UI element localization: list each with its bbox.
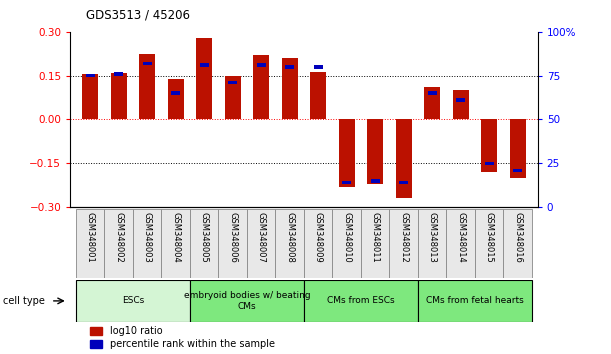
FancyBboxPatch shape — [161, 209, 190, 278]
Text: GSM348009: GSM348009 — [313, 212, 323, 263]
Text: GSM348006: GSM348006 — [229, 212, 237, 263]
Bar — [481, 120, 497, 172]
Bar — [229, 81, 237, 85]
Bar — [225, 76, 241, 120]
Bar — [400, 181, 408, 184]
Bar — [367, 120, 383, 184]
FancyBboxPatch shape — [276, 209, 304, 278]
Bar — [172, 91, 180, 95]
Bar — [371, 179, 379, 183]
Text: GSM348005: GSM348005 — [200, 212, 209, 263]
Text: GSM348004: GSM348004 — [171, 212, 180, 263]
FancyBboxPatch shape — [76, 280, 190, 322]
Bar — [396, 120, 412, 198]
Bar — [82, 74, 98, 120]
Text: GSM348008: GSM348008 — [285, 212, 295, 263]
Bar — [196, 38, 212, 120]
Bar — [285, 65, 294, 69]
Bar — [513, 169, 522, 172]
FancyBboxPatch shape — [76, 209, 104, 278]
Text: GSM348013: GSM348013 — [428, 212, 437, 263]
Bar — [485, 161, 494, 165]
FancyBboxPatch shape — [503, 209, 532, 278]
Bar — [114, 72, 123, 76]
Bar — [86, 74, 95, 78]
FancyBboxPatch shape — [361, 209, 389, 278]
Bar — [339, 120, 354, 187]
Text: GSM348015: GSM348015 — [485, 212, 494, 263]
FancyBboxPatch shape — [389, 209, 418, 278]
Bar — [143, 62, 152, 65]
Bar — [254, 55, 269, 120]
Text: GSM348010: GSM348010 — [342, 212, 351, 263]
FancyBboxPatch shape — [475, 209, 503, 278]
Text: GSM348007: GSM348007 — [257, 212, 266, 263]
Text: GSM348016: GSM348016 — [513, 212, 522, 263]
Bar — [257, 63, 266, 67]
FancyBboxPatch shape — [332, 209, 361, 278]
FancyBboxPatch shape — [190, 280, 304, 322]
FancyBboxPatch shape — [304, 209, 332, 278]
Text: CMs from fetal hearts: CMs from fetal hearts — [426, 296, 524, 306]
FancyBboxPatch shape — [418, 209, 447, 278]
Bar — [168, 79, 183, 120]
Bar — [314, 65, 323, 69]
Bar — [425, 87, 440, 120]
Text: GDS3513 / 45206: GDS3513 / 45206 — [86, 9, 189, 22]
Text: GSM348011: GSM348011 — [371, 212, 379, 263]
Text: GSM348014: GSM348014 — [456, 212, 465, 263]
Bar — [453, 90, 469, 120]
Text: GSM348002: GSM348002 — [114, 212, 123, 263]
FancyBboxPatch shape — [133, 209, 161, 278]
Bar — [111, 73, 126, 120]
Text: GSM348001: GSM348001 — [86, 212, 95, 263]
FancyBboxPatch shape — [104, 209, 133, 278]
FancyBboxPatch shape — [190, 209, 219, 278]
Text: ESCs: ESCs — [122, 296, 144, 306]
FancyBboxPatch shape — [447, 209, 475, 278]
Bar — [200, 63, 208, 67]
FancyBboxPatch shape — [304, 280, 418, 322]
Bar — [428, 91, 436, 95]
Bar — [510, 120, 525, 178]
Bar — [282, 58, 298, 120]
Bar — [456, 98, 465, 102]
Text: embryoid bodies w/ beating
CMs: embryoid bodies w/ beating CMs — [184, 291, 310, 310]
Bar — [310, 72, 326, 120]
Bar — [139, 54, 155, 120]
Bar — [342, 181, 351, 184]
FancyBboxPatch shape — [418, 280, 532, 322]
Text: cell type: cell type — [3, 296, 45, 306]
Text: GSM348003: GSM348003 — [143, 212, 152, 263]
Legend: log10 ratio, percentile rank within the sample: log10 ratio, percentile rank within the … — [90, 326, 275, 349]
FancyBboxPatch shape — [247, 209, 276, 278]
FancyBboxPatch shape — [219, 209, 247, 278]
Text: GSM348012: GSM348012 — [399, 212, 408, 263]
Text: CMs from ESCs: CMs from ESCs — [327, 296, 395, 306]
